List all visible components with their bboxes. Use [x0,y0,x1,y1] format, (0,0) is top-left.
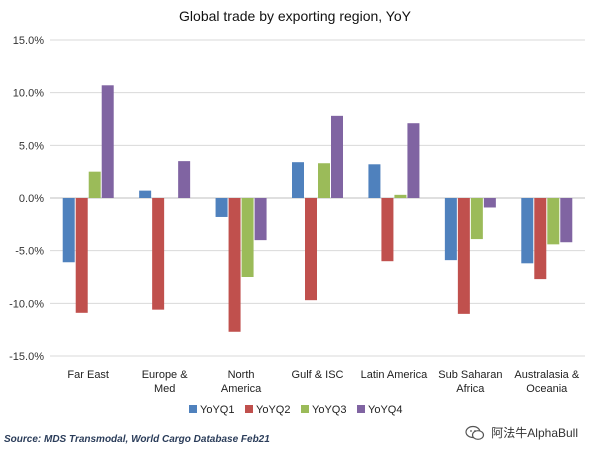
legend-swatch [301,405,309,413]
legend-swatch [189,405,197,413]
x-axis: Far East Europe & Med North America Gulf & IS… [67,369,579,395]
category-label: Europe & Med [142,369,189,395]
category-label: Far East [67,369,109,381]
legend-label: YoYQ2 [256,404,290,416]
bar-yoyq1-3 [292,162,304,198]
bar-yoyq2-5 [457,198,470,314]
bar-yoyq4-4 [407,123,420,198]
bar-yoyq3-5 [470,198,483,240]
bar-yoyq4-5 [483,198,496,208]
bars [62,85,573,332]
bar-yoyq2-2 [228,198,241,332]
y-tick-label: 10.0% [13,88,44,100]
bar-yoyq2-1 [152,198,165,310]
y-tick-label: -10.0% [9,298,44,310]
legend-swatch [245,405,253,413]
y-tick-label: 15.0% [13,35,44,47]
bar-yoyq3-6 [547,198,560,245]
legend-label: YoYQ1 [200,404,234,416]
bar-yoyq1-4 [368,164,381,198]
legend-label: YoYQ4 [368,404,402,416]
chart-title: Global trade by exporting region, YoY [179,8,412,24]
y-tick-label: 0.0% [19,193,44,205]
bar-yoyq3-2 [241,198,254,277]
bar-yoyq2-6 [534,198,547,280]
bar-yoyq3-3 [318,163,330,198]
legend-swatch [357,405,365,413]
legend-label: YoYQ3 [312,404,346,416]
bar-yoyq2-0 [75,198,88,313]
bar-yoyq4-6 [560,198,573,243]
bar-yoyq3-0 [88,171,101,198]
category-label: Sub Saharan Africa [438,369,502,395]
source-note: Source: MDS Transmodal, World Cargo Data… [4,434,270,445]
bar-yoyq1-6 [521,198,534,264]
y-tick-label: 5.0% [19,140,44,152]
bar-yoyq1-5 [444,198,457,261]
bar-yoyq3-4 [394,194,407,198]
bar-yoyq4-2 [254,198,267,241]
bar-yoyq1-0 [62,198,75,263]
watermark-label: 阿法牛AlphaBull [491,426,578,440]
category-label: North America [221,369,262,395]
y-tick-label: -5.0% [15,246,44,258]
bar-yoyq4-3 [331,115,343,198]
watermark: 阿法牛AlphaBull [465,424,578,441]
category-label: Latin America [361,369,429,381]
category-label: Australasia & Oceania [514,369,579,395]
y-axis: 15.0% 10.0% 5.0% 0.0% -5.0% -10.0% -15.0% [9,35,44,363]
bar-yoyq2-3 [305,198,317,301]
y-tick-label: -15.0% [9,351,44,363]
bar-yoyq4-1 [178,161,191,198]
legend: YoYQ1 YoYQ2 YoYQ3 YoYQ4 [189,404,402,416]
gridlines [50,39,585,357]
bar-yoyq1-1 [139,190,152,198]
bar-yoyq2-4 [381,198,394,262]
category-label: Gulf & ISC [292,369,344,381]
bar-yoyq1-2 [215,198,228,217]
wechat-icon [465,425,485,440]
bar-yoyq4-0 [101,85,114,198]
